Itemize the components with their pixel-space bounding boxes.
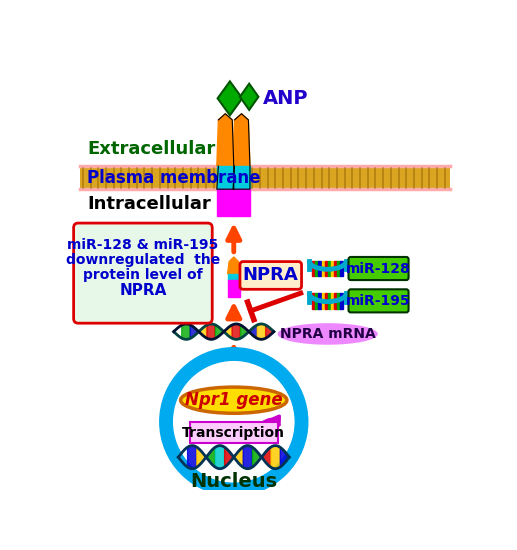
Polygon shape bbox=[331, 261, 333, 276]
Polygon shape bbox=[266, 325, 274, 338]
Text: NPRA: NPRA bbox=[119, 283, 166, 298]
Circle shape bbox=[166, 354, 301, 490]
Polygon shape bbox=[240, 84, 258, 110]
Polygon shape bbox=[240, 325, 249, 338]
Polygon shape bbox=[233, 166, 250, 189]
Polygon shape bbox=[271, 446, 280, 469]
Polygon shape bbox=[262, 447, 271, 467]
Polygon shape bbox=[328, 261, 330, 276]
Text: Nucleus: Nucleus bbox=[190, 472, 277, 491]
Polygon shape bbox=[234, 447, 243, 467]
Text: miR-128 & miR-195: miR-128 & miR-195 bbox=[67, 238, 219, 252]
Polygon shape bbox=[233, 120, 250, 166]
Polygon shape bbox=[218, 81, 242, 116]
Polygon shape bbox=[206, 447, 215, 467]
Text: Transcription: Transcription bbox=[183, 426, 285, 439]
Bar bbox=[80, 166, 450, 189]
Polygon shape bbox=[178, 457, 187, 467]
Polygon shape bbox=[337, 261, 340, 276]
Polygon shape bbox=[217, 120, 234, 166]
Polygon shape bbox=[227, 280, 240, 297]
FancyBboxPatch shape bbox=[190, 422, 278, 443]
Polygon shape bbox=[318, 261, 321, 276]
Polygon shape bbox=[217, 189, 234, 216]
FancyBboxPatch shape bbox=[62, 62, 468, 494]
Polygon shape bbox=[249, 325, 257, 338]
Polygon shape bbox=[252, 447, 262, 467]
Polygon shape bbox=[322, 293, 324, 309]
Polygon shape bbox=[312, 261, 315, 276]
Text: Extracellular: Extracellular bbox=[87, 140, 216, 158]
Polygon shape bbox=[199, 326, 206, 338]
Polygon shape bbox=[243, 446, 252, 469]
Polygon shape bbox=[190, 325, 199, 338]
Polygon shape bbox=[224, 325, 232, 338]
Polygon shape bbox=[207, 324, 215, 339]
Text: downregulated  the: downregulated the bbox=[66, 253, 220, 267]
Polygon shape bbox=[217, 166, 234, 189]
Polygon shape bbox=[216, 325, 223, 338]
Polygon shape bbox=[322, 261, 324, 276]
Polygon shape bbox=[325, 261, 327, 276]
Polygon shape bbox=[334, 293, 337, 309]
Polygon shape bbox=[225, 447, 234, 467]
Text: Npr1 gene: Npr1 gene bbox=[185, 391, 283, 409]
Polygon shape bbox=[227, 274, 240, 280]
FancyBboxPatch shape bbox=[348, 289, 408, 312]
Polygon shape bbox=[197, 447, 206, 467]
Ellipse shape bbox=[278, 323, 378, 345]
Ellipse shape bbox=[180, 387, 287, 413]
FancyBboxPatch shape bbox=[73, 223, 212, 323]
Polygon shape bbox=[188, 446, 196, 469]
Text: protein level of: protein level of bbox=[83, 268, 203, 282]
Polygon shape bbox=[312, 293, 315, 309]
Polygon shape bbox=[182, 324, 190, 339]
Text: miR-195: miR-195 bbox=[346, 294, 411, 308]
Polygon shape bbox=[174, 332, 181, 338]
Polygon shape bbox=[334, 261, 337, 276]
Polygon shape bbox=[315, 261, 318, 276]
Polygon shape bbox=[257, 324, 265, 339]
Polygon shape bbox=[233, 189, 250, 216]
Polygon shape bbox=[340, 261, 343, 276]
Text: Plasma membrane: Plasma membrane bbox=[87, 169, 261, 188]
Polygon shape bbox=[340, 293, 343, 309]
Text: Intracellular: Intracellular bbox=[87, 195, 211, 213]
Polygon shape bbox=[337, 293, 340, 309]
Text: ANP: ANP bbox=[263, 89, 309, 108]
Polygon shape bbox=[216, 446, 224, 469]
Polygon shape bbox=[218, 114, 232, 120]
Polygon shape bbox=[227, 257, 240, 274]
FancyBboxPatch shape bbox=[240, 262, 301, 289]
Polygon shape bbox=[280, 447, 289, 467]
Polygon shape bbox=[235, 114, 248, 120]
Text: NPRA: NPRA bbox=[243, 266, 299, 284]
Text: NPRA mRNA: NPRA mRNA bbox=[280, 327, 375, 341]
Text: miR-128: miR-128 bbox=[346, 261, 411, 276]
Polygon shape bbox=[325, 293, 327, 309]
Polygon shape bbox=[315, 293, 318, 309]
Polygon shape bbox=[232, 324, 240, 339]
Polygon shape bbox=[331, 293, 333, 309]
Polygon shape bbox=[318, 293, 321, 309]
FancyBboxPatch shape bbox=[348, 257, 408, 280]
Polygon shape bbox=[328, 293, 330, 309]
